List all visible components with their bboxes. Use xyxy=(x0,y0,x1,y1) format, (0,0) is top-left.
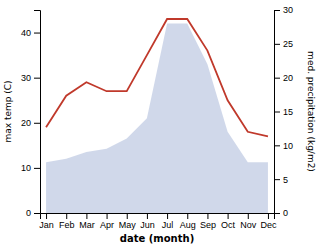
tick: Aug xyxy=(180,213,196,230)
tick-mark xyxy=(167,213,168,219)
tick-mark xyxy=(34,213,40,214)
tick-mark xyxy=(66,213,67,219)
tick: 10 xyxy=(274,141,293,151)
tick-mark xyxy=(274,145,280,146)
tick: 15 xyxy=(274,107,293,117)
tick-label: Aug xyxy=(180,220,196,230)
tick-mark xyxy=(274,44,280,45)
tick-mark xyxy=(34,78,40,79)
tick-label: 0 xyxy=(283,208,288,218)
tick-mark xyxy=(274,213,280,214)
tick: 10 xyxy=(21,163,40,173)
tick: 30 xyxy=(21,73,40,83)
tick-label: 0 xyxy=(26,208,31,218)
x-axis-title: date (month) xyxy=(120,233,194,244)
y-axis: 0 10 20 30 40 xyxy=(21,11,41,219)
axis-line xyxy=(275,11,281,214)
y2-axis-title: med. precipitation (kg/m2) xyxy=(306,51,316,172)
tick-mark xyxy=(228,213,229,219)
marks xyxy=(46,19,268,213)
tick-label: Jun xyxy=(140,220,155,230)
tick-mark xyxy=(34,123,40,124)
y2-axis: 0 5 10 15 20 25 30 xyxy=(274,5,293,218)
tick-mark xyxy=(248,213,249,219)
tick: Sep xyxy=(200,213,216,230)
tick: Dec xyxy=(260,213,277,230)
axis-line xyxy=(34,11,41,214)
tick-label: Apr xyxy=(100,220,114,230)
tick-mark xyxy=(274,78,280,79)
tick: 5 xyxy=(274,175,288,185)
tick: Jun xyxy=(140,213,155,230)
tick: 25 xyxy=(274,39,293,49)
tick-label: 10 xyxy=(21,163,31,173)
tick: Oct xyxy=(221,213,236,230)
tick-label: Oct xyxy=(221,220,236,230)
tick-mark xyxy=(86,213,87,219)
axis-line xyxy=(41,214,275,220)
tick: May xyxy=(119,213,137,230)
tick: Nov xyxy=(240,213,257,230)
tick-label: 20 xyxy=(283,73,293,83)
x-axis: Jan Feb Mar Apr MayJun Jul Aug Sep Oct NovDec xyxy=(39,213,277,230)
tick-mark xyxy=(187,213,188,219)
tick-label: 20 xyxy=(21,118,31,128)
tick-label: Sep xyxy=(200,220,216,230)
tick-label: Dec xyxy=(260,220,277,230)
tick-mark xyxy=(34,168,40,169)
area xyxy=(46,24,268,213)
tick-mark xyxy=(207,213,208,219)
tick-mark xyxy=(107,213,108,219)
tick: 30 xyxy=(274,5,293,15)
tick: 40 xyxy=(21,28,40,38)
tick-label: Jan xyxy=(39,220,54,230)
tick-label: Jul xyxy=(162,220,174,230)
tick-mark xyxy=(34,33,40,34)
tick: 0 xyxy=(274,208,288,218)
tick: Jul xyxy=(162,213,174,230)
y-axis-title: max temp (C) xyxy=(3,80,13,142)
tick-label: Feb xyxy=(59,220,75,230)
tick-label: Mar xyxy=(79,220,95,230)
tick: 0 xyxy=(26,208,40,218)
tick: 20 xyxy=(274,73,293,83)
chart: Jan Feb Mar Apr MayJun Jul Aug Sep Oct NovDec 0 10 2… xyxy=(0,0,318,247)
tick-mark xyxy=(46,213,47,219)
tick-label: 10 xyxy=(283,141,293,151)
tick: Jan xyxy=(39,213,54,230)
tick-mark xyxy=(274,179,280,180)
tick: Feb xyxy=(59,213,75,230)
tick: Mar xyxy=(79,213,95,230)
tick-label: 30 xyxy=(21,73,31,83)
line xyxy=(46,19,268,136)
tick-mark xyxy=(274,112,280,113)
tick-mark xyxy=(127,213,128,219)
tick-label: Nov xyxy=(240,220,257,230)
tick-label: 5 xyxy=(283,175,288,185)
tick: 20 xyxy=(21,118,40,128)
tick-label: 25 xyxy=(283,39,293,49)
tick-label: May xyxy=(119,220,137,230)
tick-mark xyxy=(268,213,269,219)
tick-label: 15 xyxy=(283,107,293,117)
tick-mark xyxy=(274,10,280,11)
tick-label: 30 xyxy=(283,5,293,15)
tick-mark xyxy=(147,213,148,219)
tick-label: 40 xyxy=(21,28,31,38)
tick: Apr xyxy=(100,213,114,230)
